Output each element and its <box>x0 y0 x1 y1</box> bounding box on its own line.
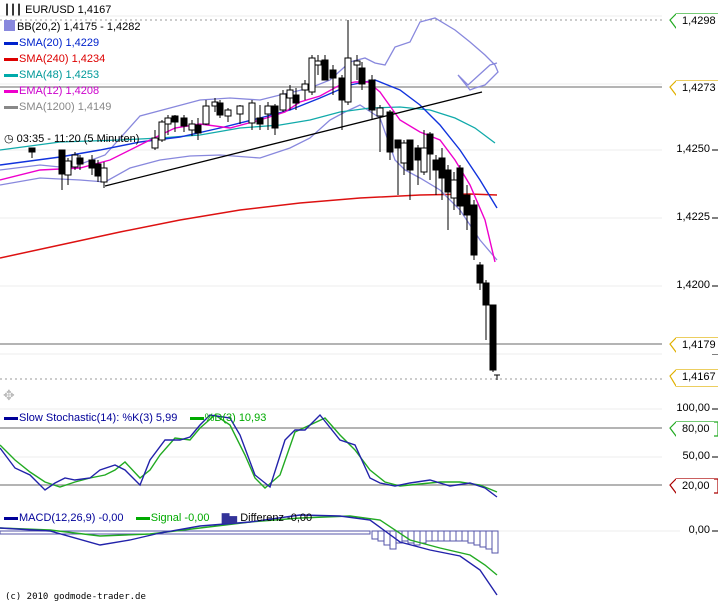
legend-signal: Signal -0,00 <box>135 512 210 524</box>
stoch-legend: Slow Stochastic(14): %K(3) 5,99 %D(3) 10… <box>4 410 266 426</box>
y-tick-1-4225: 1,4225 <box>676 211 710 223</box>
candlestick-icon: ┃┃┃ <box>4 5 23 16</box>
legend-differenz: ▇▅ Differenz -0,00 <box>221 512 313 524</box>
sma240-swatch-icon <box>4 57 18 61</box>
price-tag-high: 1,4298 <box>676 14 718 30</box>
y-tick-1-4200: 1,4200 <box>676 279 710 291</box>
stoch-level-20: 20,00 <box>676 479 714 495</box>
bb-swatch-icon <box>4 20 15 31</box>
macd-swatch-icon <box>4 516 18 520</box>
price-tag-last: 1,4167 <box>676 370 718 386</box>
histogram-icon: ▇▅ <box>221 513 238 524</box>
ema12-swatch-icon <box>4 89 18 93</box>
macd-legend: MACD(12,26,9) -0,00 Signal -0,00 ▇▅ Diff… <box>4 510 312 527</box>
price-tag-resistance: 1,4273 <box>676 81 718 97</box>
legend-sma240: SMA(240) 1,4234 <box>4 51 141 67</box>
sma20-swatch-icon <box>4 41 18 45</box>
y-tick-1-4250: 1,4250 <box>676 143 710 155</box>
stoch-k-swatch-icon <box>4 416 18 420</box>
copyright: (c) 2010 godmode-trader.de <box>5 592 146 602</box>
price-legend: ┃┃┃ EUR/USD 1,4167 BB(20,2) 1,4175 - 1,4… <box>4 2 141 115</box>
legend-ema12: EMA(12) 1,4208 <box>4 83 141 99</box>
legend-sma20: SMA(20) 1,4229 <box>4 35 141 51</box>
legend-sma1200: SMA(1200) 1,4149 <box>4 99 141 115</box>
sma1200-swatch-icon <box>4 105 18 109</box>
instrument-title: ┃┃┃ EUR/USD 1,4167 <box>4 4 112 16</box>
signal-swatch-icon <box>135 516 150 520</box>
legend-sma48: SMA(48) 1,4253 <box>4 67 141 83</box>
move-handle-icon[interactable]: ✥ <box>3 387 15 403</box>
legend-stoch-d: %D(3) 10,93 <box>189 412 266 424</box>
legend-bb: BB(20,2) 1,4175 - 1,4282 <box>4 19 141 35</box>
stoch-tick-100: 100,00 <box>676 402 710 414</box>
price-tag-support: 1,4179 <box>676 338 718 354</box>
macd-tick-0: 0,00 <box>688 524 710 536</box>
legend-macd: MACD(12,26,9) -0,00 <box>4 512 124 524</box>
stoch-tick-50: 50,00 <box>682 450 710 462</box>
clock-icon: ◷ <box>4 133 14 145</box>
stoch-level-80: 80,00 <box>676 422 714 438</box>
timeframe-label: ◷ 03:35 - 11:20 (5 Minuten) <box>4 133 140 145</box>
legend-stoch-k: Slow Stochastic(14): %K(3) 5,99 <box>4 412 177 424</box>
sma48-swatch-icon <box>4 73 18 77</box>
stoch-d-swatch-icon <box>189 416 204 420</box>
